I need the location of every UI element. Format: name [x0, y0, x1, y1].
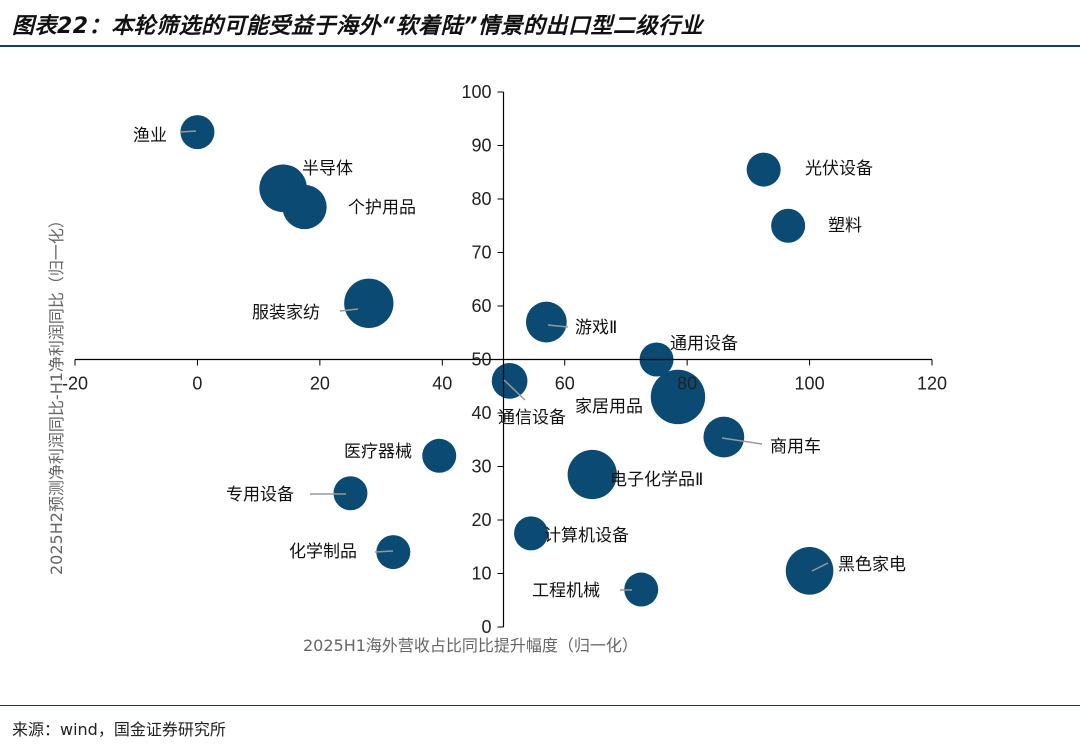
- x-tick-label: 60: [555, 374, 575, 394]
- leader-line: [339, 308, 359, 312]
- point-label: 半导体: [302, 159, 353, 179]
- y-axis-title: 2025H2预测净利润同比-H1净利润同比（归一化）: [47, 212, 66, 575]
- point-label: 计算机设备: [544, 526, 629, 546]
- data-point: [333, 476, 368, 511]
- y-tick-label: 80: [471, 189, 491, 209]
- data-point: [344, 278, 394, 328]
- data-point: [282, 184, 327, 230]
- point-label: 通用设备: [670, 334, 738, 354]
- leader-line: [547, 324, 569, 328]
- point-label: 塑料: [828, 216, 862, 236]
- x-tick-label: 0: [192, 374, 202, 394]
- x-tick-label: 40: [432, 374, 452, 394]
- source-note: 来源：wind，国金证券研究所: [12, 720, 226, 739]
- x-tick-label: 100: [795, 374, 825, 394]
- point-label: 渔业: [133, 126, 167, 146]
- y-tick-label: 20: [471, 510, 491, 530]
- figure-title: 图表22：本轮筛选的可能受益于海外“软着陆”情景的出口型二级行业: [12, 14, 703, 39]
- data-point: [785, 547, 834, 595]
- point-label: 通信设备: [498, 408, 566, 428]
- data-point: [422, 438, 457, 473]
- data-point: [180, 115, 215, 150]
- data-point: [703, 416, 745, 458]
- point-label: 游戏Ⅱ: [575, 318, 617, 338]
- leader-line: [721, 437, 763, 445]
- ticks-layer: -20 0 20 40 60 80 100 120 0 10 20 30 40 50 60 70 80 90 100: [62, 82, 947, 637]
- point-label: 工程机械: [532, 581, 600, 601]
- x-tick-label: -20: [62, 374, 88, 394]
- leader-line: [179, 130, 197, 133]
- x-tick-label: 120: [917, 374, 947, 394]
- leader-line: [811, 562, 829, 572]
- points-layer: [180, 115, 834, 607]
- data-point: [624, 572, 659, 607]
- axes-layer: [74, 91, 933, 628]
- y-tick-label: 60: [471, 296, 491, 316]
- y-tick-label: 100: [461, 82, 491, 102]
- point-label: 个护用品: [348, 198, 416, 218]
- y-tick-label: 70: [471, 243, 491, 263]
- point-label: 医疗器械: [344, 442, 412, 462]
- title-divider: [0, 45, 1080, 47]
- leader-line: [374, 550, 394, 553]
- point-label: 专用设备: [226, 485, 294, 505]
- leader-line: [503, 379, 526, 401]
- scatter-chart: -20 0 20 40 60 80 100 120 0 10 20 30 40 50 60 70 80 90 100…: [47, 82, 947, 655]
- point-label: 家居用品: [575, 397, 643, 417]
- y-tick-label: 90: [471, 136, 491, 156]
- y-tick-label: 10: [471, 564, 491, 584]
- y-tick-label: 40: [471, 403, 491, 423]
- data-point: [514, 516, 549, 551]
- data-point: [376, 535, 411, 570]
- point-label: 化学制品: [289, 542, 357, 562]
- data-point: [650, 369, 706, 425]
- y-tick-label: 30: [471, 457, 491, 477]
- x-tick-label: 80: [677, 374, 697, 394]
- source-divider: [0, 705, 1080, 706]
- point-label: 电子化学品Ⅱ: [610, 470, 703, 490]
- point-label: 光伏设备: [805, 159, 873, 179]
- y-tick-label: 50: [471, 350, 491, 370]
- y-tick-label: 0: [481, 617, 491, 637]
- data-point: [491, 363, 528, 399]
- data-point: [567, 449, 617, 500]
- data-point: [771, 208, 806, 243]
- x-axis-title: 2025H1海外营收占比同比提升幅度（归一化）: [303, 636, 638, 655]
- point-label: 服装家纺: [252, 303, 320, 323]
- point-label: 商用车: [770, 437, 821, 457]
- data-point: [746, 152, 781, 187]
- point-label: 黑色家电: [838, 555, 906, 575]
- data-point: [525, 301, 567, 343]
- x-tick-label: 20: [310, 374, 330, 394]
